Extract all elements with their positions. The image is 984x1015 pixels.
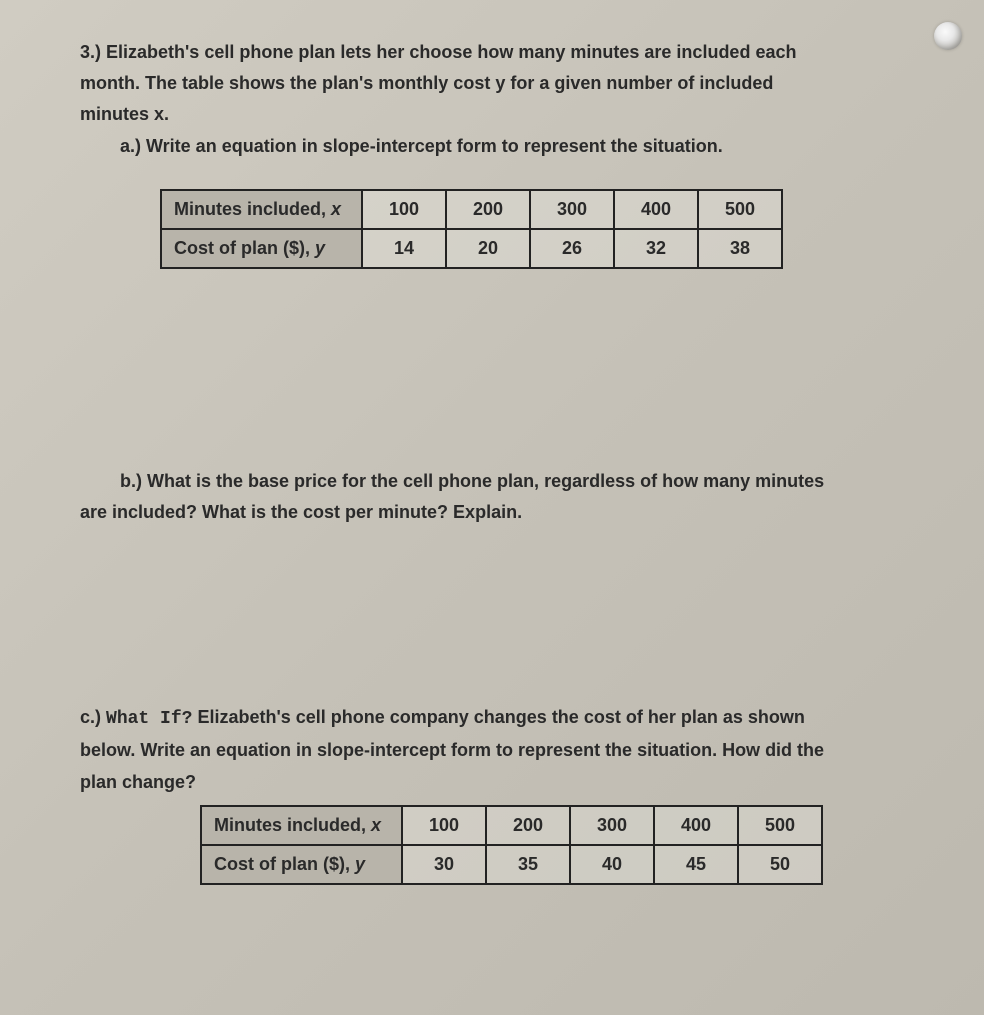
table-row: Minutes included, x 100 200 300 400 500 (161, 190, 782, 229)
table-cell: 400 (654, 806, 738, 845)
camera-lens-icon (934, 22, 962, 50)
part-c-rest1: Elizabeth's cell phone company changes t… (192, 707, 804, 727)
table-cell: 500 (738, 806, 822, 845)
table-row: Cost of plan ($), y 14 20 26 32 38 (161, 229, 782, 268)
part-c-line3: plan change? (80, 770, 904, 795)
row2-var: y (315, 238, 325, 258)
row1-label: Minutes included, (174, 199, 331, 219)
part-c-line2: below. Write an equation in slope-interc… (80, 738, 904, 763)
part-c-line1: c.) What If? Elizabeth's cell phone comp… (80, 705, 904, 732)
part-c-prefix: c.) (80, 707, 106, 727)
table-row: Minutes included, x 100 200 300 400 500 (201, 806, 822, 845)
row2-label: Cost of plan ($), (174, 238, 315, 258)
table-cell: 30 (402, 845, 486, 884)
row2-var: y (355, 854, 365, 874)
table-cell: 40 (570, 845, 654, 884)
table-row: Cost of plan ($), y 30 35 40 45 50 (201, 845, 822, 884)
table-cell: 200 (446, 190, 530, 229)
table-cell: 14 (362, 229, 446, 268)
table-2-row2-header: Cost of plan ($), y (201, 845, 402, 884)
table-cell: 100 (362, 190, 446, 229)
table-cell: 200 (486, 806, 570, 845)
row1-var: x (371, 815, 381, 835)
table-cell: 26 (530, 229, 614, 268)
problem-3-line1: 3.) Elizabeth's cell phone plan lets her… (80, 40, 904, 65)
table-1-row2-header: Cost of plan ($), y (161, 229, 362, 268)
row2-label: Cost of plan ($), (214, 854, 355, 874)
row1-var: x (331, 199, 341, 219)
table-cell: 20 (446, 229, 530, 268)
part-b-line1: b.) What is the base price for the cell … (120, 469, 904, 494)
table-1-row1-header: Minutes included, x (161, 190, 362, 229)
part-a-prompt: a.) Write an equation in slope-intercept… (120, 134, 904, 159)
table-cell: 300 (570, 806, 654, 845)
row1-label: Minutes included, (214, 815, 371, 835)
problem-3-line2: month. The table shows the plan's monthl… (80, 71, 904, 96)
table-cell: 35 (486, 845, 570, 884)
table-cell: 32 (614, 229, 698, 268)
table-2: Minutes included, x 100 200 300 400 500 … (200, 805, 823, 885)
table-cell: 38 (698, 229, 782, 268)
table-cell: 300 (530, 190, 614, 229)
blank-work-area-a (80, 309, 904, 469)
blank-work-area-b (80, 555, 904, 705)
problem-3-line3: minutes x. (80, 102, 904, 127)
table-cell: 45 (654, 845, 738, 884)
table-cell: 50 (738, 845, 822, 884)
part-c-whatif: What If? (106, 709, 192, 729)
table-2-row1-header: Minutes included, x (201, 806, 402, 845)
table-cell: 400 (614, 190, 698, 229)
table-cell: 500 (698, 190, 782, 229)
part-b-line2: are included? What is the cost per minut… (80, 500, 904, 525)
table-cell: 100 (402, 806, 486, 845)
table-1: Minutes included, x 100 200 300 400 500 … (160, 189, 783, 269)
worksheet-page: 3.) Elizabeth's cell phone plan lets her… (0, 0, 984, 1015)
